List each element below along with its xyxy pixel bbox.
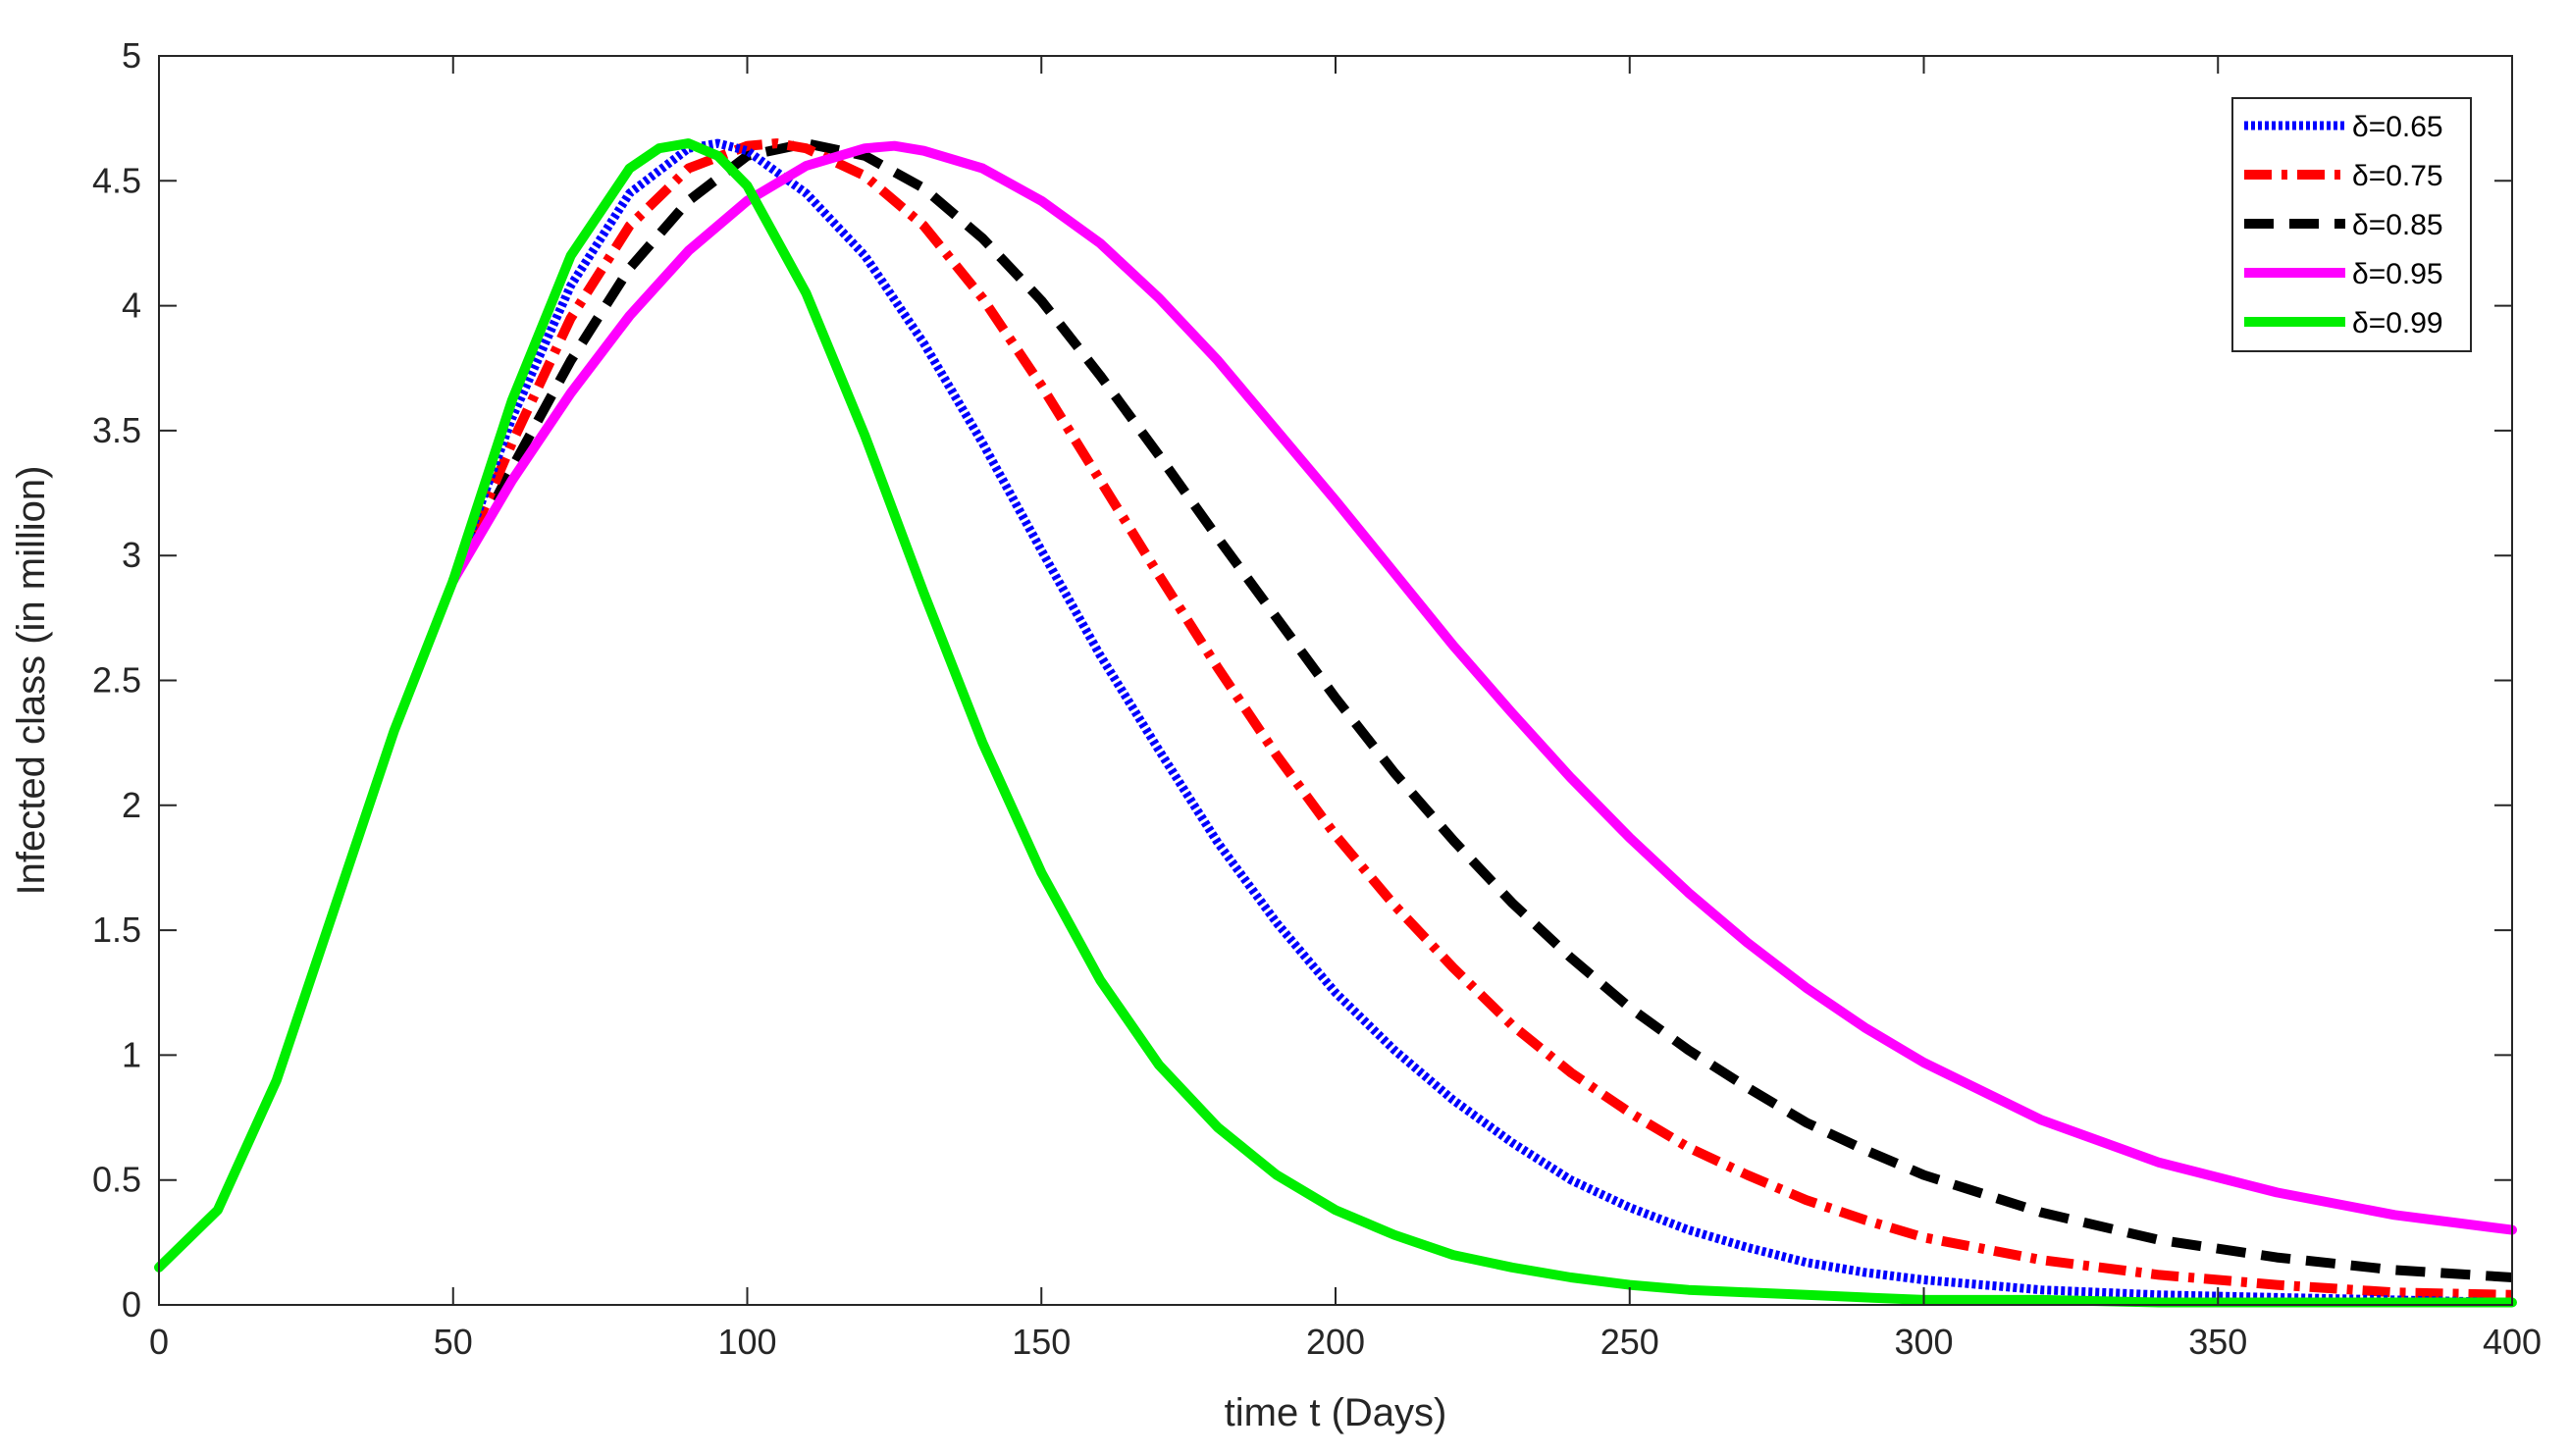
y-tick-label: 0 <box>122 1284 141 1325</box>
x-tick-label: 400 <box>2483 1322 2542 1362</box>
y-tick-label: 5 <box>122 35 141 76</box>
x-tick-label: 0 <box>149 1322 169 1362</box>
x-tick-label: 150 <box>1012 1322 1071 1362</box>
y-tick-label: 3.5 <box>92 410 141 450</box>
ticks-layer: 0 50 100 150 200 250 300 350 400 0 0.5 1 1.5 2 2.5 3 3.5… <box>92 35 2542 1362</box>
y-tick-label: 2 <box>122 785 141 825</box>
y-tick-label: 2.5 <box>92 660 141 701</box>
y-tick-label: 4 <box>122 286 141 326</box>
legend-label-1: δ=0.75 <box>2352 160 2443 192</box>
x-tick-label: 100 <box>717 1322 776 1362</box>
x-tick-label: 250 <box>1600 1322 1659 1362</box>
series-line-1 <box>448 138 2513 1300</box>
legend-label-4: δ=0.99 <box>2352 307 2443 339</box>
series-line-0 <box>448 138 2513 1307</box>
y-tick-label: 0.5 <box>92 1160 141 1200</box>
y-tick-label: 1 <box>122 1034 141 1074</box>
legend: δ=0.65 δ=0.75 δ=0.85 δ=0.95 δ=0.99 <box>2231 97 2472 352</box>
shared-prefix-line <box>154 575 458 1273</box>
x-tick-label: 200 <box>1306 1322 1365 1362</box>
x-tick-label: 350 <box>2188 1322 2247 1362</box>
legend-label-2: δ=0.85 <box>2352 209 2443 241</box>
x-tick-label: 50 <box>434 1322 473 1362</box>
x-tick-label: 300 <box>1894 1322 1953 1362</box>
x-axis-label: time t (Days) <box>1225 1391 1447 1434</box>
y-tick-label: 3 <box>122 535 141 575</box>
series-layer <box>154 138 2517 1308</box>
y-axis-label: Infected class (in million) <box>10 466 53 896</box>
series-line-4 <box>447 138 2517 1308</box>
legend-label-3: δ=0.95 <box>2352 258 2443 290</box>
y-tick-label: 1.5 <box>92 910 141 950</box>
y-tick-label: 4.5 <box>92 160 141 200</box>
legend-label-0: δ=0.65 <box>2352 111 2443 143</box>
